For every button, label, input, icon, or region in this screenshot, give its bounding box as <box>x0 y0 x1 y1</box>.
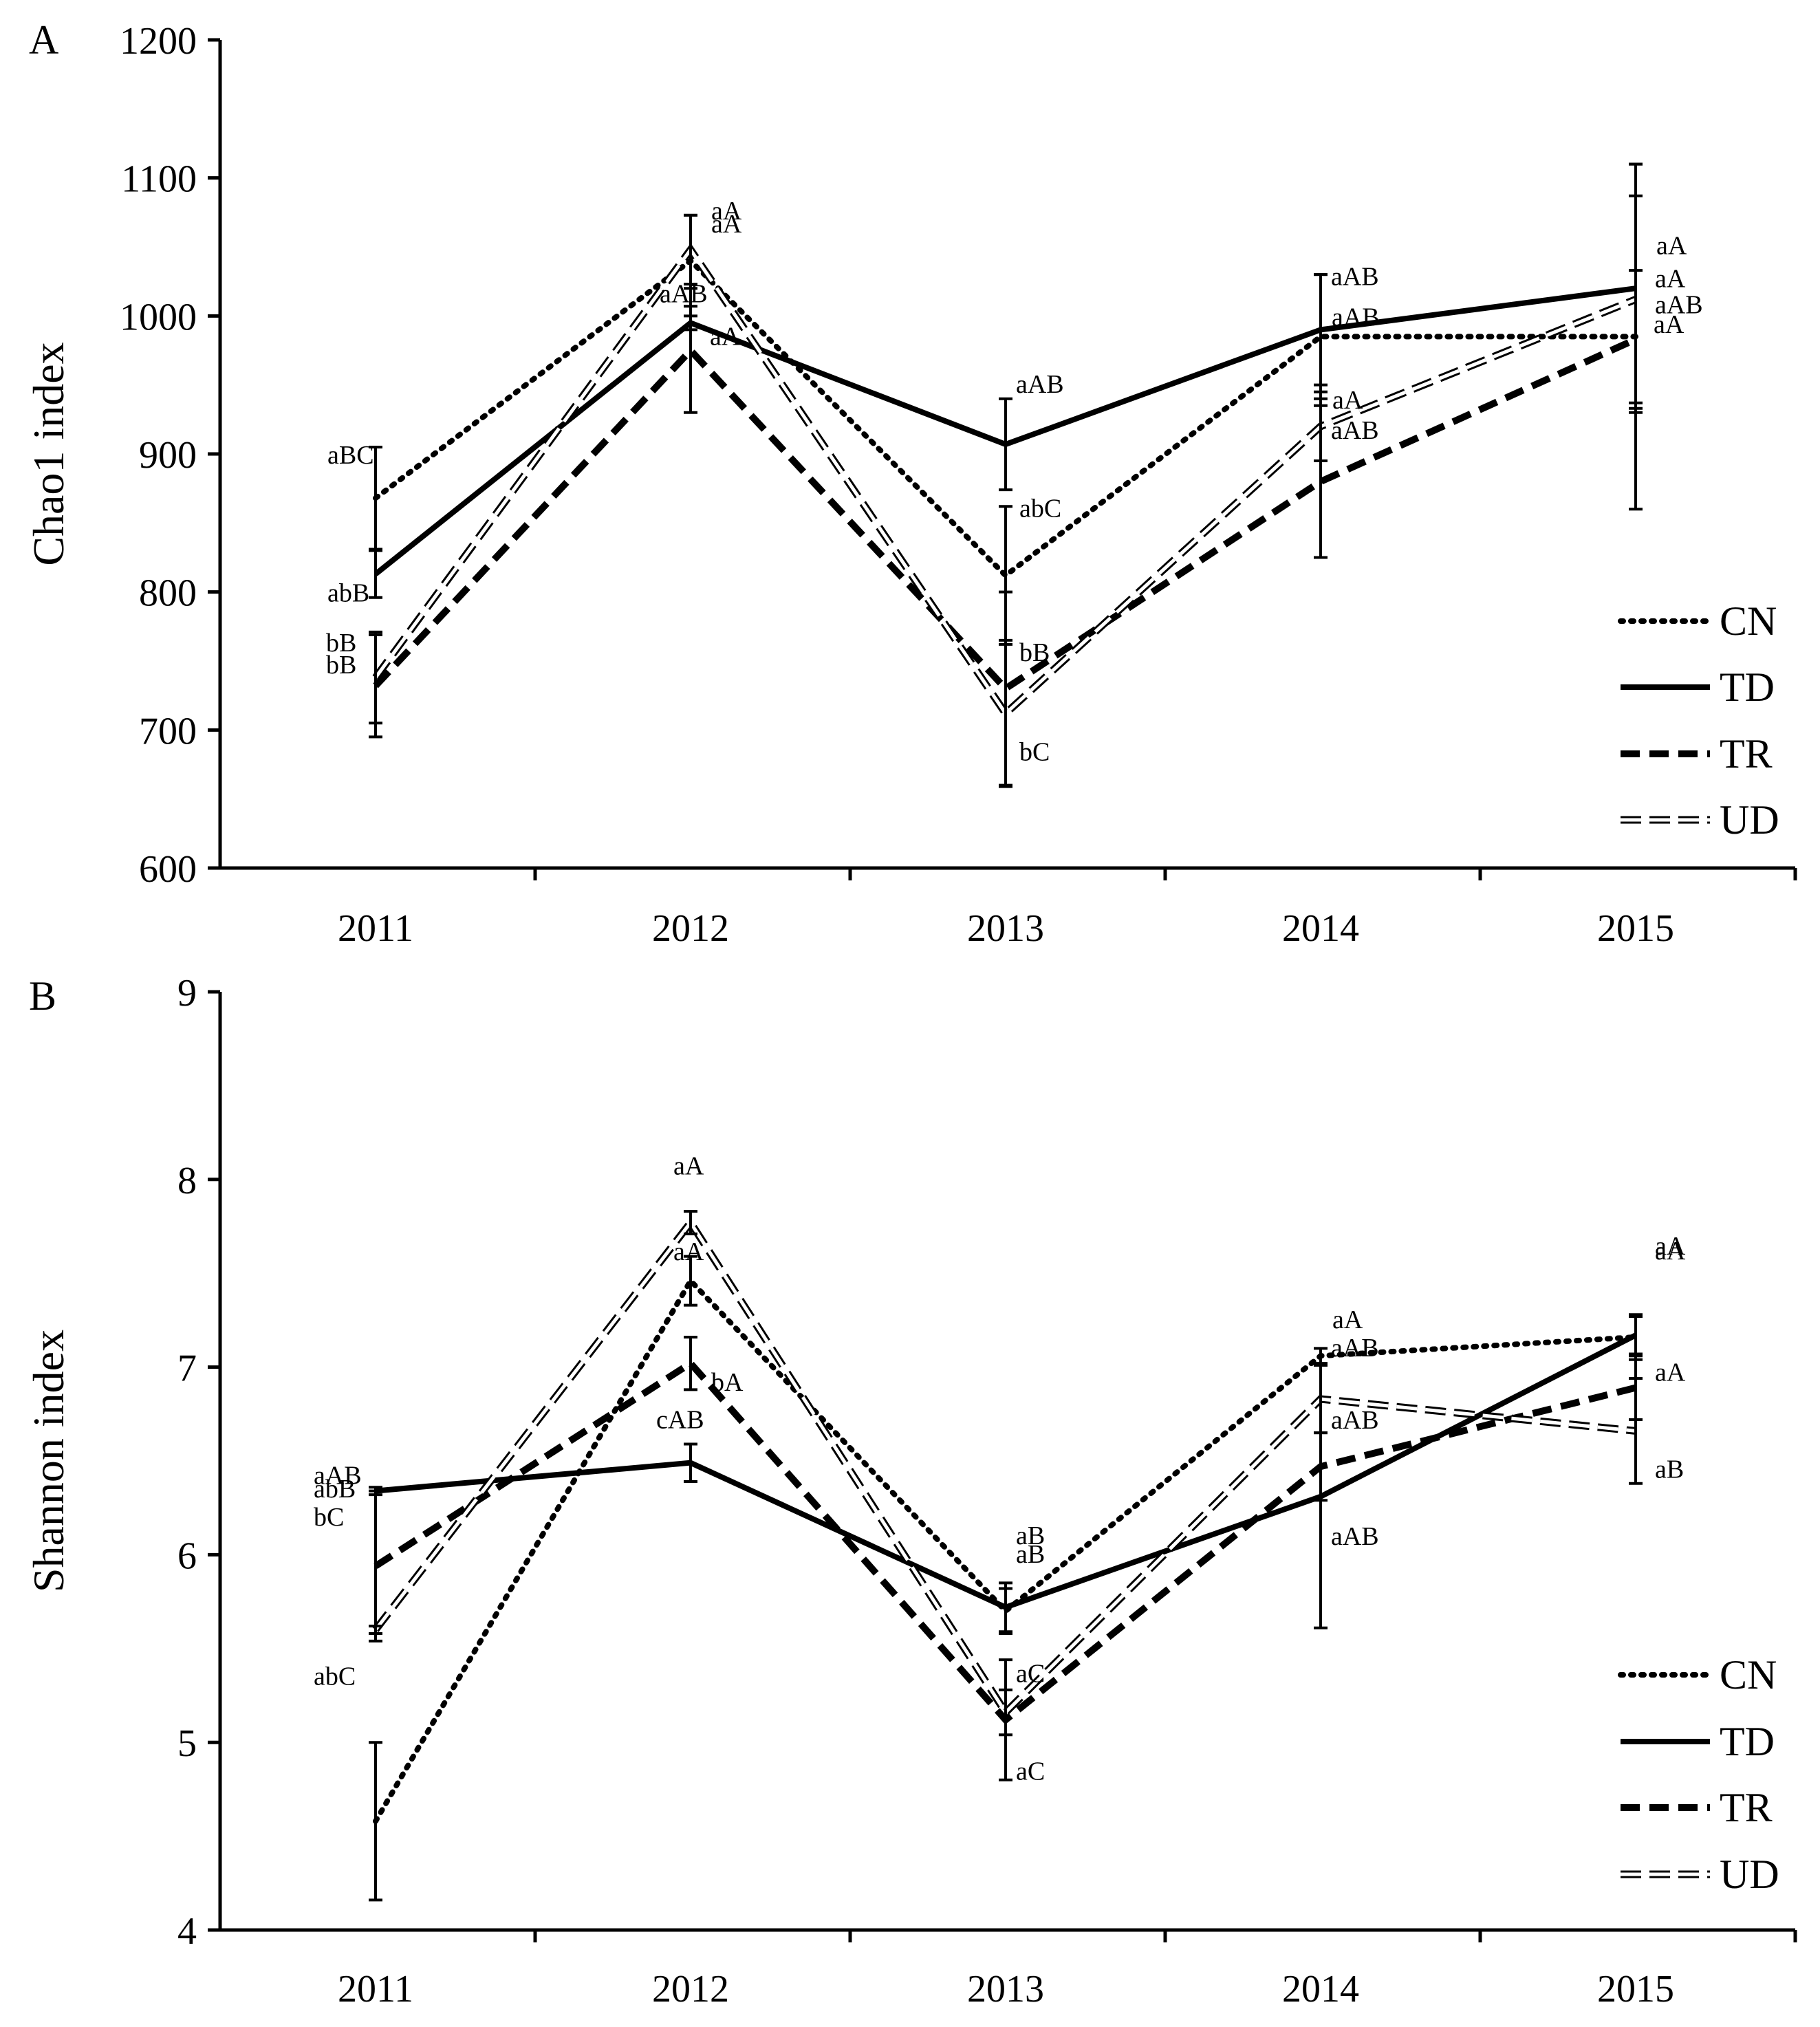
y-tick-label: 600 <box>139 848 197 891</box>
x-tick-label: 2012 <box>652 1968 729 2010</box>
significance-label-td: aAB <box>1331 262 1379 291</box>
panel-b-shannon-chart: 4 5 6 7 8 9 2011 2012 2013 2014 2015 B Shannon index… <box>24 972 1797 2010</box>
significance-label-td: aAB <box>314 1462 362 1491</box>
series-ud-line-outline <box>372 1215 1636 1719</box>
significance-label-cn: aBC <box>327 441 374 470</box>
significance-label-ud: aA <box>1332 386 1363 415</box>
significance-label-cn: aA <box>711 197 742 226</box>
legend-label-td: TD <box>1720 1719 1775 1764</box>
significance-label-tr: abB <box>314 1475 356 1504</box>
significance-label-tr: aA <box>1655 1358 1686 1387</box>
significance-label-ud: bC <box>1019 737 1050 766</box>
x-tick-label: 2014 <box>1282 1968 1359 2010</box>
series-tr-line <box>373 336 1638 693</box>
significance-label-td: aB <box>1016 1521 1045 1550</box>
significance-label-tr: bB <box>1019 638 1050 667</box>
significance-label-ud: aA <box>673 1152 704 1181</box>
significance-label-ud: abC <box>314 1662 356 1691</box>
significance-label-cn: aB <box>1016 1540 1045 1569</box>
y-tick-label: 900 <box>139 434 197 477</box>
series-td-line <box>375 1332 1637 1611</box>
significance-label-cn: aA <box>673 1237 704 1266</box>
x-tick-label: 2011 <box>338 907 413 950</box>
y-tick-label: 700 <box>139 710 197 752</box>
y-tick-label: 4 <box>177 1910 197 1953</box>
y-tick-label: 1100 <box>121 158 197 201</box>
y-tick-label: 1200 <box>120 20 197 63</box>
significance-label-cn: aA <box>1656 231 1687 260</box>
y-tick-label: 8 <box>177 1160 197 1202</box>
significance-label-td: aA <box>1654 310 1684 339</box>
significance-label-ud: bB <box>326 651 356 680</box>
panel-label: A <box>29 17 58 63</box>
series-ud-line <box>374 1220 1636 1715</box>
significance-label-tr: bB <box>326 629 356 658</box>
x-tick-label: 2013 <box>967 907 1044 950</box>
y-axis-title: Chao1 index <box>24 342 73 565</box>
significance-label-cn: abC <box>1019 495 1061 523</box>
x-tick-label: 2015 <box>1597 907 1674 950</box>
x-tick-label: 2014 <box>1282 907 1359 950</box>
significance-label-cn: aA <box>1332 1305 1363 1334</box>
significance-label-ud: aA <box>711 210 742 239</box>
legend-label-td: TD <box>1720 664 1775 710</box>
significance-label-ud: aAB <box>1331 1334 1379 1363</box>
significance-label-tr: aA <box>710 323 741 351</box>
significance-label-td: aAB <box>1016 370 1064 399</box>
significance-label-ud: aC <box>1016 1757 1045 1786</box>
legend: CN TD TR UD <box>1618 1652 1779 1897</box>
y-tick-label: 1000 <box>120 296 197 338</box>
legend-label-tr: TR <box>1720 731 1773 777</box>
y-tick-label: 5 <box>177 1722 197 1765</box>
significance-label-td: cAB <box>656 1406 704 1435</box>
significance-label-tr: aAB <box>1331 1406 1379 1435</box>
legend-label-tr: TR <box>1720 1785 1773 1830</box>
significance-label-td: aAB <box>1331 1522 1379 1551</box>
y-tick-label: 6 <box>177 1535 197 1577</box>
y-axis-title: Shannon index <box>24 1330 73 1592</box>
x-tick-label: 2011 <box>338 1968 413 2010</box>
legend-label-ud: UD <box>1720 797 1779 843</box>
x-tick-label: 2012 <box>652 907 729 950</box>
y-tick-label: 9 <box>177 972 197 1015</box>
significance-label-tr: aC <box>1016 1659 1045 1688</box>
legend: CN TD TR UD <box>1618 598 1779 843</box>
significance-label-td: aA <box>1655 1237 1686 1266</box>
significance-label-td: aAB <box>660 279 708 308</box>
y-tick-label: 800 <box>139 572 197 615</box>
significance-label-tr: aAB <box>1655 290 1703 319</box>
y-tick-label: 7 <box>177 1347 197 1390</box>
significance-label-tr: bA <box>711 1368 744 1397</box>
x-tick-label: 2013 <box>967 1968 1044 2010</box>
panel-a-chao1-chart: 600 700 800 900 1000 1100 1200 2011 2012 2013 2014… <box>24 17 1797 950</box>
significance-label-tr: aAB <box>1331 416 1379 445</box>
significance-label-ud: aA <box>1655 264 1686 293</box>
significance-label-td: abB <box>327 579 369 608</box>
significance-label-ud: aB <box>1655 1455 1684 1484</box>
legend-label-cn: CN <box>1720 598 1777 644</box>
legend-label-ud: UD <box>1720 1852 1779 1897</box>
panel-label: B <box>29 973 56 1019</box>
legend-label-cn: CN <box>1720 1652 1777 1698</box>
series-ud-line <box>373 246 1636 717</box>
x-tick-label: 2015 <box>1597 1968 1674 2010</box>
significance-label-cn: bC <box>314 1503 344 1532</box>
significance-label-cn: aA <box>1655 1232 1686 1261</box>
significance-label-cn: aAB <box>1332 303 1380 332</box>
